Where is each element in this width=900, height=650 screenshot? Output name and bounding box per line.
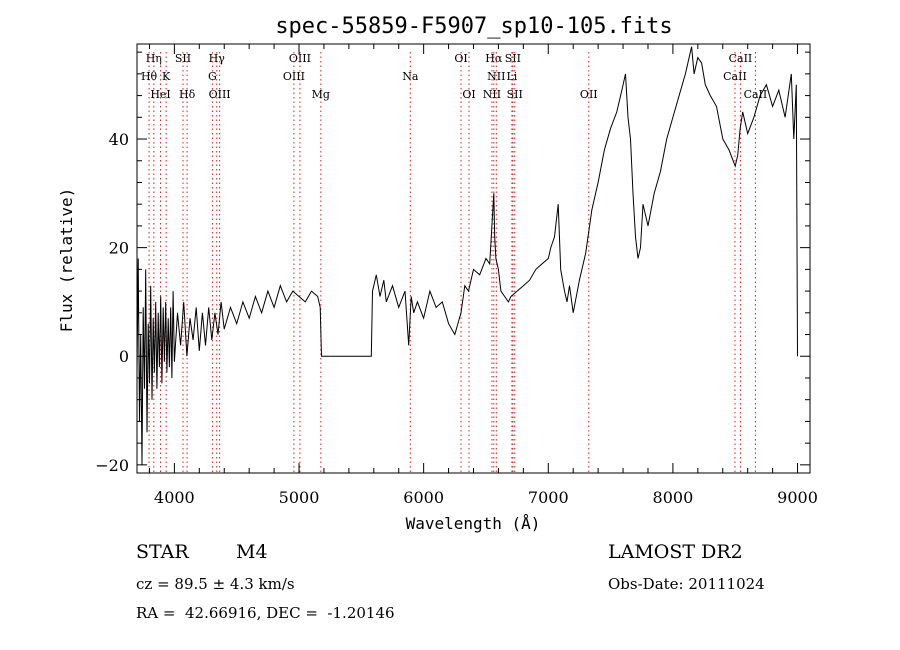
spectral-line-label: SII bbox=[507, 88, 523, 101]
spectral-line-label: NII bbox=[483, 88, 501, 101]
spectral-line-label: Hθ bbox=[141, 70, 158, 83]
spectral-line-label: CaII bbox=[744, 88, 768, 101]
spectral-line-label: Mg bbox=[312, 88, 330, 101]
y-axis-label: Flux (relative) bbox=[57, 188, 76, 333]
spectral-line-label: OII bbox=[580, 88, 598, 101]
chart-title: spec-55859-F5907_sp10-105.fits bbox=[275, 14, 672, 39]
spectral-line-label: Li bbox=[506, 70, 517, 83]
spectral-line-label: Hη bbox=[146, 52, 162, 65]
observation-date: Obs-Date: 20111024 bbox=[608, 575, 765, 593]
y-tick-label: −20 bbox=[95, 456, 129, 475]
spectral-line-label: CaII bbox=[723, 70, 747, 83]
spectral-line-label: HeI bbox=[150, 88, 170, 101]
spectral-line-label: Hδ bbox=[179, 88, 196, 101]
y-tick-label: 20 bbox=[109, 239, 129, 258]
spectrum-line bbox=[136, 46, 798, 465]
x-tick-label: 5000 bbox=[279, 488, 320, 507]
survey-name: LAMOST DR2 bbox=[608, 541, 743, 563]
x-tick-label: 7000 bbox=[528, 488, 569, 507]
spectral-line-label: SII bbox=[505, 52, 521, 65]
y-tick-label: 40 bbox=[109, 130, 129, 149]
spectral-line-label: OI bbox=[454, 52, 467, 65]
spectral-line-label: OIII bbox=[283, 70, 305, 83]
spectral-line-label: CaII bbox=[729, 52, 753, 65]
x-tick-label: 9000 bbox=[777, 488, 818, 507]
spectral-line-label: SII bbox=[175, 52, 191, 65]
spectral-line-label: OIII bbox=[289, 52, 311, 65]
spectral-line-label: Hγ bbox=[209, 52, 226, 65]
x-tick-label: 6000 bbox=[403, 488, 444, 507]
spectral-line-label: Hα bbox=[485, 52, 503, 65]
redshift-velocity: cz = 89.5 ± 4.3 km/s bbox=[136, 575, 295, 593]
spectral-line-label: K bbox=[162, 70, 171, 83]
x-axis-label: Wavelength (Å) bbox=[406, 514, 541, 533]
coordinates: RA = 42.66916, DEC = -1.20146 bbox=[136, 604, 395, 622]
x-tick-label: 8000 bbox=[653, 488, 694, 507]
object-class: STAR bbox=[136, 541, 189, 563]
object-subclass: M4 bbox=[236, 541, 268, 563]
spectral-line-label: NII bbox=[487, 70, 505, 83]
spectral-line-label: OI bbox=[462, 88, 475, 101]
y-tick-label: 0 bbox=[119, 347, 129, 366]
x-tick-label: 4000 bbox=[154, 488, 195, 507]
plot-frame bbox=[136, 43, 811, 474]
spectral-line-label: Na bbox=[402, 70, 419, 83]
spectral-line-label: OIII bbox=[209, 88, 231, 101]
spectral-line-label: G bbox=[208, 70, 217, 83]
